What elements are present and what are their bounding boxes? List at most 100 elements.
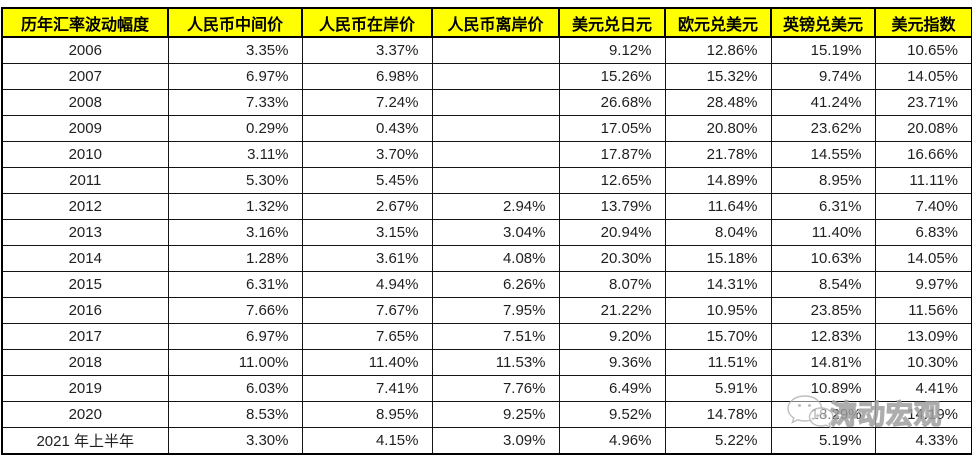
value-cell: 11.56% [874, 297, 972, 324]
value-cell: 4.15% [301, 427, 433, 455]
value-cell: 11.64% [664, 193, 772, 220]
value-cell: 15.70% [664, 323, 772, 350]
value-cell [431, 141, 560, 168]
value-cell [431, 167, 560, 194]
year-cell: 2015 [1, 271, 169, 298]
value-cell: 7.40% [874, 193, 972, 220]
value-cell [431, 115, 560, 142]
value-cell: 5.91% [664, 375, 772, 402]
value-cell: 28.48% [664, 89, 772, 116]
value-cell: 8.04% [664, 219, 772, 246]
value-cell: 4.94% [301, 271, 433, 298]
value-cell: 11.40% [301, 349, 433, 376]
value-cell [431, 89, 560, 116]
year-cell: 2013 [1, 219, 169, 246]
value-cell: 8.07% [558, 271, 666, 298]
value-cell: 3.16% [167, 219, 303, 246]
table-row: 2007 6.97% 6.98% 15.26% 15.32% 9.74% 14.05% [1, 63, 972, 90]
value-cell: 10.63% [770, 245, 876, 272]
value-cell: 14.55% [770, 141, 876, 168]
year-cell: 2018 [1, 349, 169, 376]
value-cell: 3.04% [431, 219, 560, 246]
year-cell: 2006 [1, 36, 169, 64]
year-cell: 2007 [1, 63, 169, 90]
table-row: 2012 1.32% 2.67% 2.94% 13.79% 11.64% 6.31% 7.40… [1, 193, 972, 220]
value-cell: 3.70% [301, 141, 433, 168]
value-cell: 1.28% [167, 245, 303, 272]
value-cell: 14.05% [874, 63, 972, 90]
value-cell: 10.30% [874, 349, 972, 376]
value-cell: 3.35% [167, 36, 303, 64]
column-header-onshore: 人民币在岸价 [301, 7, 433, 38]
value-cell: 9.36% [558, 349, 666, 376]
column-header-offshore: 人民币离岸价 [431, 7, 560, 38]
value-cell [431, 36, 560, 64]
value-cell: 13.79% [558, 193, 666, 220]
value-cell: 8.95% [301, 401, 433, 428]
value-cell: 20.94% [558, 219, 666, 246]
table-row: 2006 3.35% 3.37% 9.12% 12.86% 15.19% 10.65% [1, 36, 972, 64]
value-cell: 10.95% [664, 297, 772, 324]
fx-volatility-table: 历年汇率波动幅度 人民币中间价 人民币在岸价 人民币离岸价 美元兑日元 欧元兑美元 英镑兑美… [1, 7, 972, 455]
year-cell: 2010 [1, 141, 169, 168]
value-cell: 7.76% [431, 375, 560, 402]
value-cell: 6.49% [558, 375, 666, 402]
value-cell: 15.32% [664, 63, 772, 90]
column-header-year: 历年汇率波动幅度 [1, 7, 169, 38]
column-header-dxy: 美元指数 [874, 7, 972, 38]
value-cell: 2.67% [301, 193, 433, 220]
value-cell: 14.19% [874, 401, 972, 428]
value-cell: 3.11% [167, 141, 303, 168]
table-row: 2011 5.30% 5.45% 12.65% 14.89% 8.95% 11.11% [1, 167, 972, 194]
value-cell: 7.51% [431, 323, 560, 350]
year-cell: 2012 [1, 193, 169, 220]
value-cell: 6.83% [874, 219, 972, 246]
value-cell: 14.78% [664, 401, 772, 428]
value-cell: 7.66% [167, 297, 303, 324]
value-cell: 13.09% [874, 323, 972, 350]
year-cell: 2021 年上半年 [1, 427, 169, 455]
value-cell: 11.00% [167, 349, 303, 376]
value-cell: 15.19% [770, 36, 876, 64]
column-header-gbpusd: 英镑兑美元 [770, 7, 876, 38]
value-cell: 15.26% [558, 63, 666, 90]
value-cell: 4.33% [874, 427, 972, 455]
value-cell: 11.51% [664, 349, 772, 376]
value-cell [431, 63, 560, 90]
table-row: 2020 8.53% 8.95% 9.25% 9.52% 14.78% 18.29% 14.1… [1, 401, 972, 428]
header-row: 历年汇率波动幅度 人民币中间价 人民币在岸价 人民币离岸价 美元兑日元 欧元兑美元 英镑兑美… [1, 7, 972, 38]
value-cell: 1.32% [167, 193, 303, 220]
value-cell: 11.11% [874, 167, 972, 194]
value-cell: 3.15% [301, 219, 433, 246]
value-cell: 7.65% [301, 323, 433, 350]
table-row: 2017 6.97% 7.65% 7.51% 9.20% 15.70% 12.83% 13.0… [1, 323, 972, 350]
value-cell: 11.40% [770, 219, 876, 246]
value-cell: 6.31% [167, 271, 303, 298]
value-cell: 5.22% [664, 427, 772, 455]
value-cell: 23.85% [770, 297, 876, 324]
table-row: 2019 6.03% 7.41% 7.76% 6.49% 5.91% 10.89% 4.41% [1, 375, 972, 402]
value-cell: 9.12% [558, 36, 666, 64]
value-cell: 6.97% [167, 63, 303, 90]
year-cell: 2009 [1, 115, 169, 142]
value-cell: 21.78% [664, 141, 772, 168]
table-row: 2010 3.11% 3.70% 17.87% 21.78% 14.55% 16.66% [1, 141, 972, 168]
value-cell: 14.31% [664, 271, 772, 298]
value-cell: 11.53% [431, 349, 560, 376]
value-cell: 5.45% [301, 167, 433, 194]
year-cell: 2008 [1, 89, 169, 116]
value-cell: 6.97% [167, 323, 303, 350]
value-cell: 12.65% [558, 167, 666, 194]
value-cell: 16.66% [874, 141, 972, 168]
year-cell: 2020 [1, 401, 169, 428]
value-cell: 20.80% [664, 115, 772, 142]
value-cell: 8.53% [167, 401, 303, 428]
year-cell: 2017 [1, 323, 169, 350]
value-cell: 26.68% [558, 89, 666, 116]
table-row: 2013 3.16% 3.15% 3.04% 20.94% 8.04% 11.40% 6.83… [1, 219, 972, 246]
value-cell: 6.26% [431, 271, 560, 298]
table-row: 2014 1.28% 3.61% 4.08% 20.30% 15.18% 10.63% 14.… [1, 245, 972, 272]
value-cell: 7.24% [301, 89, 433, 116]
value-cell: 8.54% [770, 271, 876, 298]
value-cell: 21.22% [558, 297, 666, 324]
